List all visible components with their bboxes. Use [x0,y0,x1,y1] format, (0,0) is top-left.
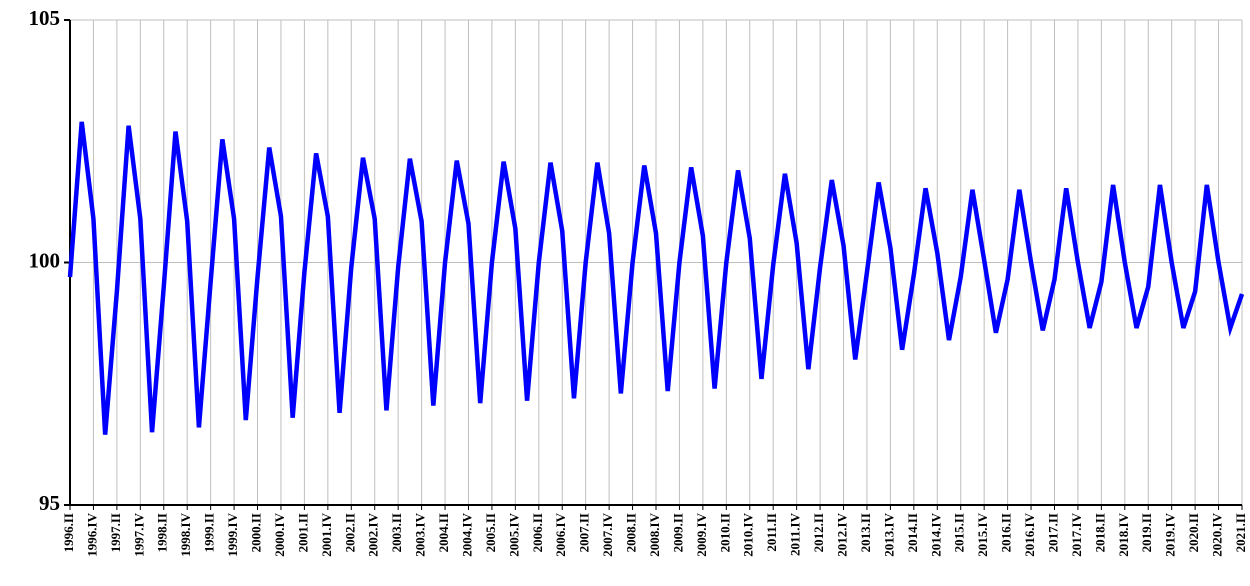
y-tick-label: 95 [39,491,60,515]
x-tick-label: 2002.IV [366,512,381,556]
x-tick-label: 2019.IV [1163,512,1178,556]
x-tick-label: 1999.II [202,513,217,552]
x-tick-label: 1999.IV [225,512,240,556]
x-tick-label: 2006.II [530,513,545,552]
x-tick-label: 2013.IV [881,512,896,556]
x-tick-label: 2009.II [670,513,685,552]
x-tick-label: 2020.II [1186,513,1201,552]
x-tick-label: 2016.II [999,513,1014,552]
y-tick-label: 105 [29,6,61,30]
x-tick-label: 2021.II [1233,513,1248,552]
x-tick-label: 2006.IV [553,512,568,556]
x-tick-label: 2018.IV [1116,512,1131,556]
x-tick-label: 2001.IV [319,512,334,556]
x-tick-label: 2003.IV [413,512,428,556]
x-tick-label: 2017.IV [1069,512,1084,556]
x-tick-label: 2013.II [858,513,873,552]
x-tick-label: 2000.IV [272,512,287,556]
x-tick-label: 2019.II [1139,513,1154,552]
x-tick-label: 2017.II [1045,513,1060,552]
x-tick-label: 2012.IV [835,512,850,556]
x-tick-label: 2012.II [811,513,826,552]
x-tick-label: 2007.II [577,513,592,552]
x-tick-label: 1997.IV [131,512,146,556]
x-tick-label: 2018.II [1092,513,1107,552]
x-tick-label: 1997.II [108,513,123,552]
x-tick-label: 2004.II [436,513,451,552]
x-tick-label: 2001.II [295,513,310,552]
x-tick-label: 2014.IV [928,512,943,556]
x-tick-label: 2010.IV [741,512,756,556]
x-tick-label: 1998.IV [178,512,193,556]
x-tick-label: 2015.IV [975,512,990,556]
x-tick-label: 2003.II [389,513,404,552]
x-tick-label: 2020.IV [1210,512,1225,556]
x-tick-label: 2011.II [764,513,779,552]
y-tick-label: 100 [29,248,61,272]
x-tick-label: 2014.II [905,513,920,552]
x-tick-label: 2004.IV [459,512,474,556]
x-tick-label: 2015.II [952,513,967,552]
data-line [67,121,1245,435]
x-tick-label: 2010.II [717,513,732,552]
x-tick-label: 2005.II [483,513,498,552]
x-tick-label: 2008.IV [647,512,662,556]
x-tick-label: 2000.II [249,513,264,552]
x-tick-label: 1996.IV [84,512,99,556]
x-tick-label: 2005.IV [506,512,521,556]
x-tick-label: 2011.IV [788,512,803,556]
x-tick-label: 2007.IV [600,512,615,556]
x-tick-label: 2002.II [342,513,357,552]
x-tick-label: 2009.IV [694,512,709,556]
x-tick-label: 2016.IV [1022,512,1037,556]
x-tick-label: 1998.II [155,513,170,552]
x-tick-label: 1996.II [61,513,76,552]
x-tick-label: 2008.II [624,513,639,552]
